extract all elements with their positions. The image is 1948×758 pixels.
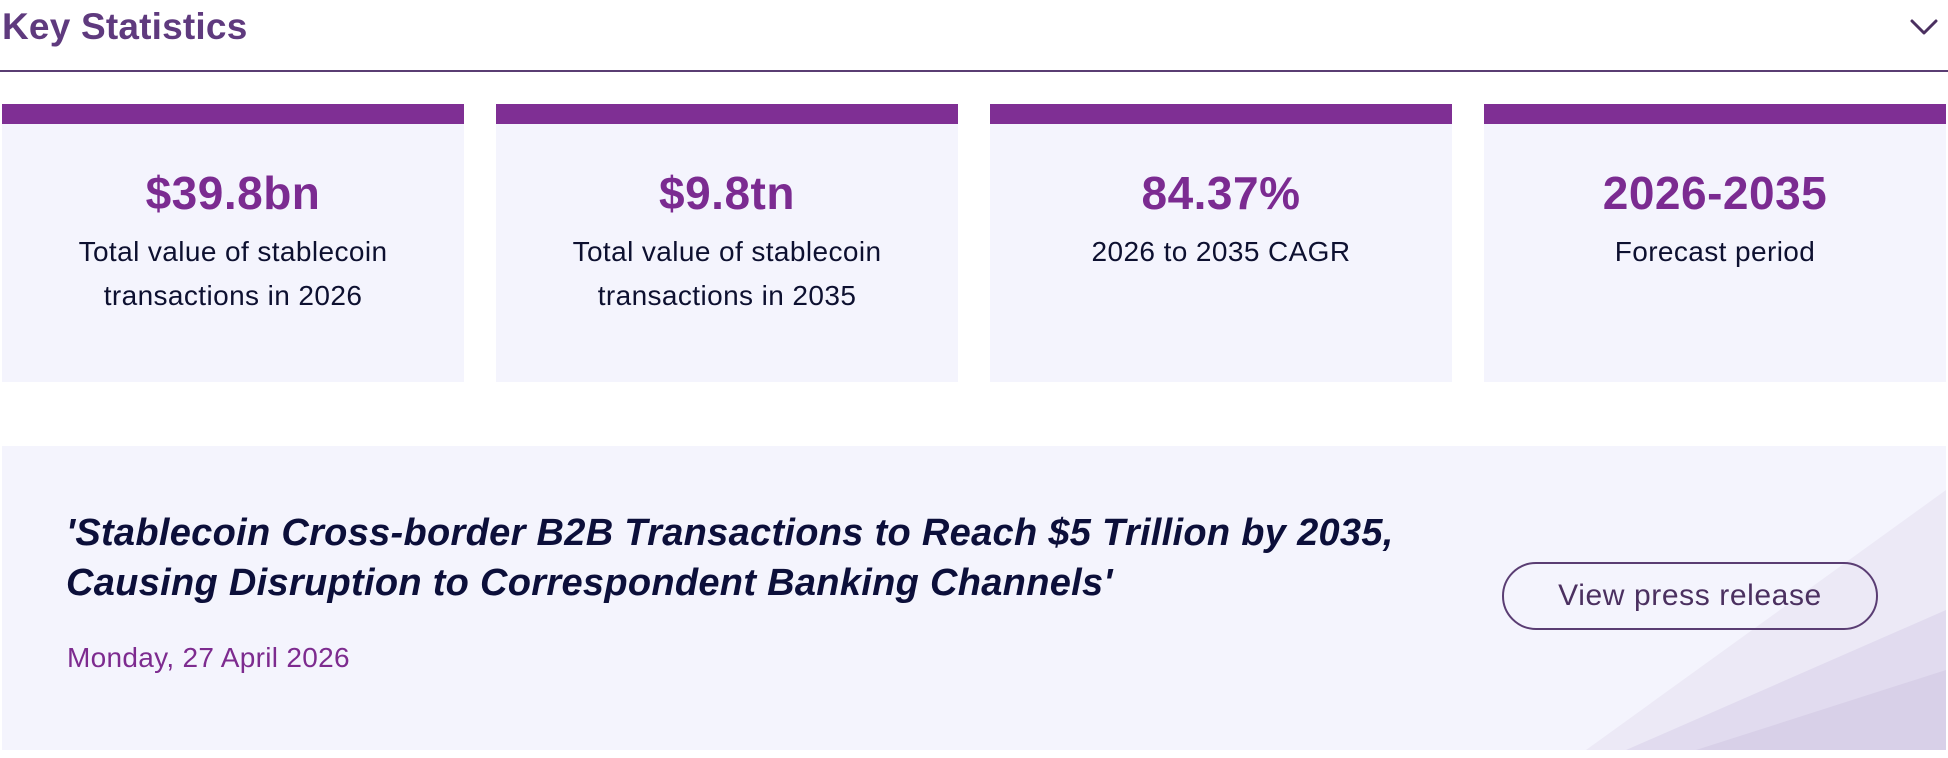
decorative-triangles — [1586, 490, 1946, 750]
section-title: Key Statistics — [2, 6, 248, 47]
stat-card-forecast-period: 2026-2035 Forecast period — [1484, 104, 1946, 382]
stat-label: Total value of stablecoin transactions i… — [572, 236, 882, 311]
stat-value: 84.37% — [1141, 167, 1301, 219]
press-date: Monday, 27 April 2026 — [67, 642, 350, 673]
stat-value: 2026-2035 — [1602, 167, 1828, 219]
stat-label: Total value of stablecoin transactions i… — [78, 236, 388, 311]
press-release-panel: 'Stablecoin Cross-border B2B Transaction… — [2, 446, 1946, 750]
chevron-down-icon — [1910, 19, 1938, 35]
collapse-toggle[interactable] — [1900, 8, 1948, 52]
stat-value: $39.8bn — [145, 167, 321, 219]
stat-label: 2026 to 2035 CAGR — [1091, 236, 1351, 267]
section-header[interactable]: Key Statistics — [0, 0, 1948, 72]
stat-value: $9.8tn — [659, 167, 795, 219]
stat-label: Forecast period — [1614, 236, 1816, 267]
stat-card-cagr: 84.37% 2026 to 2035 CAGR — [990, 104, 1452, 382]
stat-card-2035-value: $9.8tn Total value of stablecoin transac… — [496, 104, 958, 382]
view-press-release-button[interactable]: View press release — [1502, 562, 1878, 630]
stat-card-2026-value: $39.8bn Total value of stablecoin transa… — [2, 104, 464, 382]
press-headline: 'Stablecoin Cross-border B2B Transaction… — [66, 512, 1394, 604]
stat-cards: $39.8bn Total value of stablecoin transa… — [2, 104, 1946, 382]
